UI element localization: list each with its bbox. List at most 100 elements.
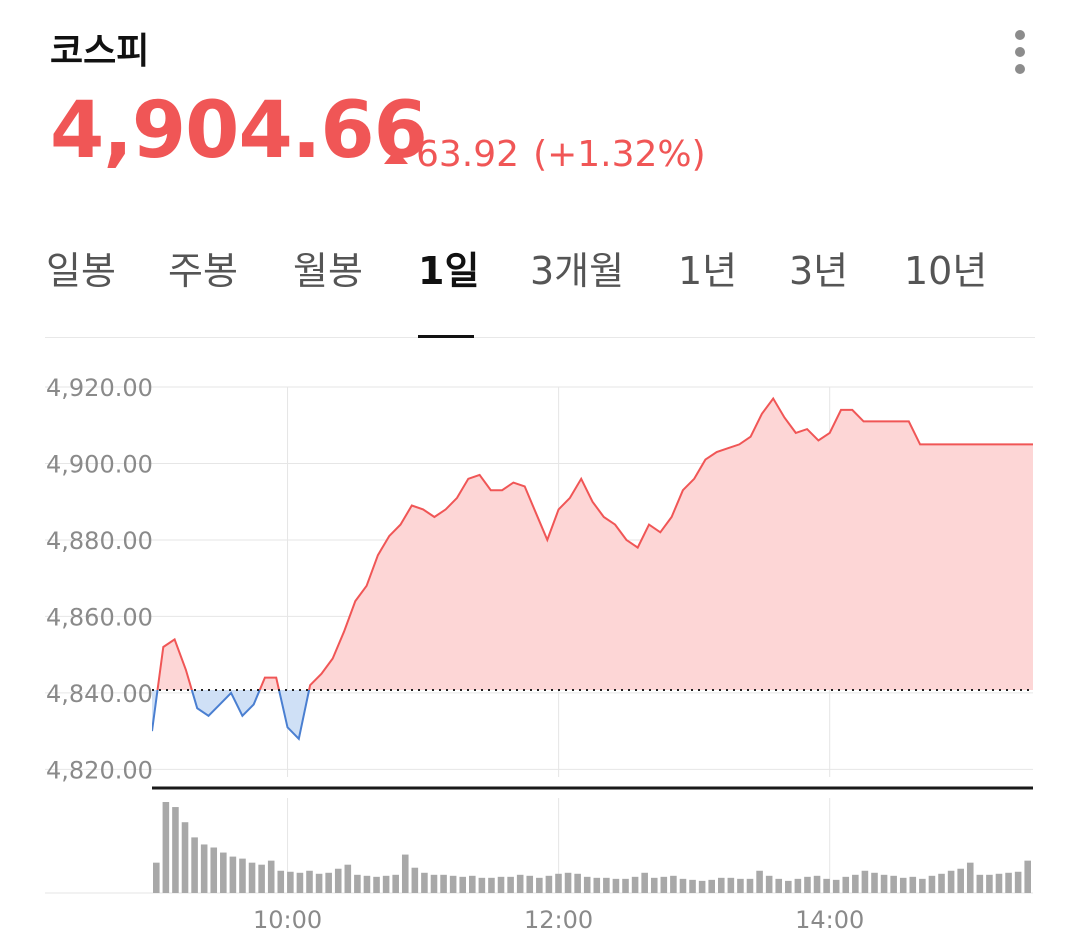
volume-bar <box>880 874 888 893</box>
x-tick-label: 12:00 <box>524 906 593 934</box>
volume-bar <box>612 878 620 893</box>
volume-bar <box>593 877 601 893</box>
volume-bar <box>220 852 227 893</box>
volume-bar <box>775 878 783 893</box>
volume-bar <box>411 867 419 893</box>
dot <box>1015 30 1025 40</box>
tab-3-months[interactable]: 3개월 <box>530 249 625 293</box>
tab-monthly[interactable]: 월봉 <box>293 249 363 293</box>
volume-bar <box>325 872 332 893</box>
volume-bar <box>957 868 964 893</box>
volume-bar <box>373 876 380 893</box>
volume-bar <box>258 864 265 893</box>
volume-bar <box>976 874 984 893</box>
volume-bar <box>507 876 514 893</box>
volume-bar <box>459 876 467 893</box>
volume-bar <box>478 877 486 893</box>
volume-bar <box>928 875 936 893</box>
volume-bar <box>631 876 639 893</box>
volume-bar <box>852 874 859 893</box>
volume-bar <box>181 822 189 893</box>
page-title: 코스피 <box>50 31 150 72</box>
volume-bar <box>717 877 725 893</box>
volume-bar <box>650 877 658 893</box>
volume-bar <box>382 875 390 893</box>
volume-bar <box>813 875 821 893</box>
volume-bar <box>488 877 495 893</box>
y-tick-label: 4,820.00 <box>46 756 153 784</box>
period-tabs: 일봉 주봉 월봉 1일 3개월 1년 3년 10년 <box>0 240 1079 300</box>
price-line-down <box>152 690 311 741</box>
volume-bar <box>153 862 160 893</box>
y-tick-label: 4,920.00 <box>46 374 153 402</box>
volume-bar <box>966 862 974 893</box>
volume-bar <box>401 854 409 893</box>
volume-bar <box>765 875 773 893</box>
volume-bar <box>497 876 505 893</box>
volume-bar <box>172 807 179 893</box>
volume-bar <box>938 873 945 893</box>
volume-bar <box>248 862 256 893</box>
volume-bar <box>354 874 361 893</box>
volume-bar <box>555 873 562 893</box>
volume-bar <box>315 873 323 893</box>
volume-bar <box>200 844 208 893</box>
y-tick-label: 4,860.00 <box>46 603 153 631</box>
volume-bar <box>564 872 572 893</box>
y-tick-label: 4,880.00 <box>46 527 153 555</box>
volume-bar <box>526 875 534 893</box>
volume-bar <box>660 876 668 893</box>
area-above-baseline <box>157 398 1033 691</box>
volume-bar <box>277 870 285 893</box>
volume-bar <box>785 880 792 893</box>
volume-bar <box>191 837 198 893</box>
volume-bar <box>545 875 553 893</box>
volume-bar <box>287 871 294 893</box>
current-price: 4,904.66 <box>50 86 428 176</box>
volume-bar <box>995 873 1003 893</box>
volume-bar <box>516 874 524 893</box>
volume-bar <box>679 878 687 893</box>
volume-bar <box>536 877 543 893</box>
volume-bar <box>756 870 763 893</box>
volume-bar <box>689 879 696 893</box>
volume-bar <box>622 878 629 893</box>
volume-bar <box>334 868 342 893</box>
volume-bar <box>899 877 907 893</box>
volume-bar <box>574 873 581 893</box>
volume-bar <box>421 872 428 893</box>
volume-bar <box>746 878 754 893</box>
change-percent: (+1.32%) <box>533 134 706 175</box>
volume-bar <box>919 878 926 893</box>
volume-bar <box>267 860 275 893</box>
volume-bar <box>430 874 438 893</box>
tab-daily[interactable]: 일봉 <box>46 249 116 293</box>
volume-bar <box>603 877 610 893</box>
y-tick-label: 4,840.00 <box>46 680 153 708</box>
tab-10-years[interactable]: 10년 <box>904 249 988 293</box>
tab-3-years[interactable]: 3년 <box>789 249 849 293</box>
volume-bar <box>306 870 313 893</box>
change-value: 63.92 <box>416 134 520 175</box>
tab-1-year[interactable]: 1년 <box>678 249 738 293</box>
volume-bar <box>832 879 840 893</box>
up-triangle-icon <box>384 149 408 164</box>
volume-bar <box>804 876 811 893</box>
more-options-icon[interactable] <box>1000 30 1040 74</box>
volume-bar <box>296 872 304 893</box>
dot <box>1015 47 1025 57</box>
volume-bar <box>861 870 869 893</box>
tab-1-day[interactable]: 1일 <box>418 249 480 293</box>
volume-bar <box>823 878 830 893</box>
volume-bar <box>162 802 170 893</box>
area-below-baseline <box>152 690 1033 739</box>
volume-bar <box>670 875 677 893</box>
volume-bar <box>698 880 706 893</box>
volume-bar <box>842 876 850 893</box>
volume-bar <box>583 876 591 893</box>
volume-bar <box>449 875 457 893</box>
tab-weekly[interactable]: 주봉 <box>168 249 238 293</box>
x-tick-label: 14:00 <box>795 906 864 934</box>
volume-bar <box>1005 872 1012 893</box>
